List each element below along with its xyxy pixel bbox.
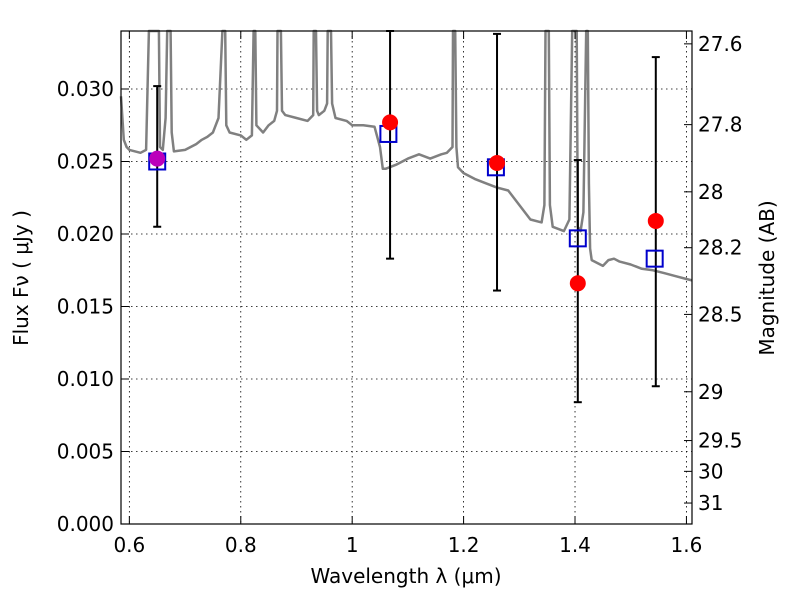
observed-photometry-point (569, 275, 586, 292)
spectrum-line (119, 29, 693, 282)
y-tick-label: 0.005 (57, 440, 114, 464)
y2-tick-label: 28.2 (698, 236, 743, 260)
y2-tick-label: 30 (698, 459, 723, 483)
y2-tick-label: 28.5 (698, 302, 743, 326)
y-tick-label: 0.010 (57, 367, 114, 391)
x-tick-label: 1.2 (448, 533, 480, 557)
observed-photometry-point (489, 154, 506, 171)
observed-photometry-point (647, 212, 664, 229)
observed-photometry-layer (149, 114, 664, 292)
x-tick-label: 0.8 (225, 533, 257, 557)
plot-frame (120, 30, 693, 525)
observed-photometry-point (149, 150, 166, 167)
model-photometry-point (645, 249, 664, 268)
x-tick-label: 1.6 (671, 533, 703, 557)
y-tick-label: 0.030 (57, 77, 114, 101)
y2-axis-title: Magnitude (AB) (755, 200, 779, 355)
x-tick-label: 1.4 (559, 533, 591, 557)
y-tick-label: 0.015 (57, 295, 114, 319)
x-tick-label: 0.6 (113, 533, 145, 557)
ticks-layer: 0.6 0.8 1 1.2 1.4 1.6 0.000 0.005 0.010 0.015 0.02… (57, 31, 743, 557)
observed-photometry-point (382, 114, 399, 131)
spectrum-layer (119, 29, 693, 282)
y-tick-label: 0.020 (57, 222, 114, 246)
y2-tick-label: 29 (698, 380, 723, 404)
y2-tick-label: 27.8 (698, 113, 743, 137)
model-photometry-point (568, 229, 587, 248)
y2-tick-label: 29.5 (698, 429, 743, 453)
x-axis-title: Wavelength λ (μm) (310, 564, 501, 588)
y2-tick-label: 28 (698, 180, 723, 204)
y2-tick-label: 31 (698, 491, 723, 515)
y2-tick-label: 27.6 (698, 32, 743, 56)
grid-layer (121, 31, 692, 525)
x-tick-label: 1 (346, 533, 359, 557)
y-axis-title: Flux Fν ( μJy ) (9, 210, 33, 346)
y-tick-label: 0.025 (57, 150, 114, 174)
y-tick-label: 0.000 (57, 512, 114, 536)
